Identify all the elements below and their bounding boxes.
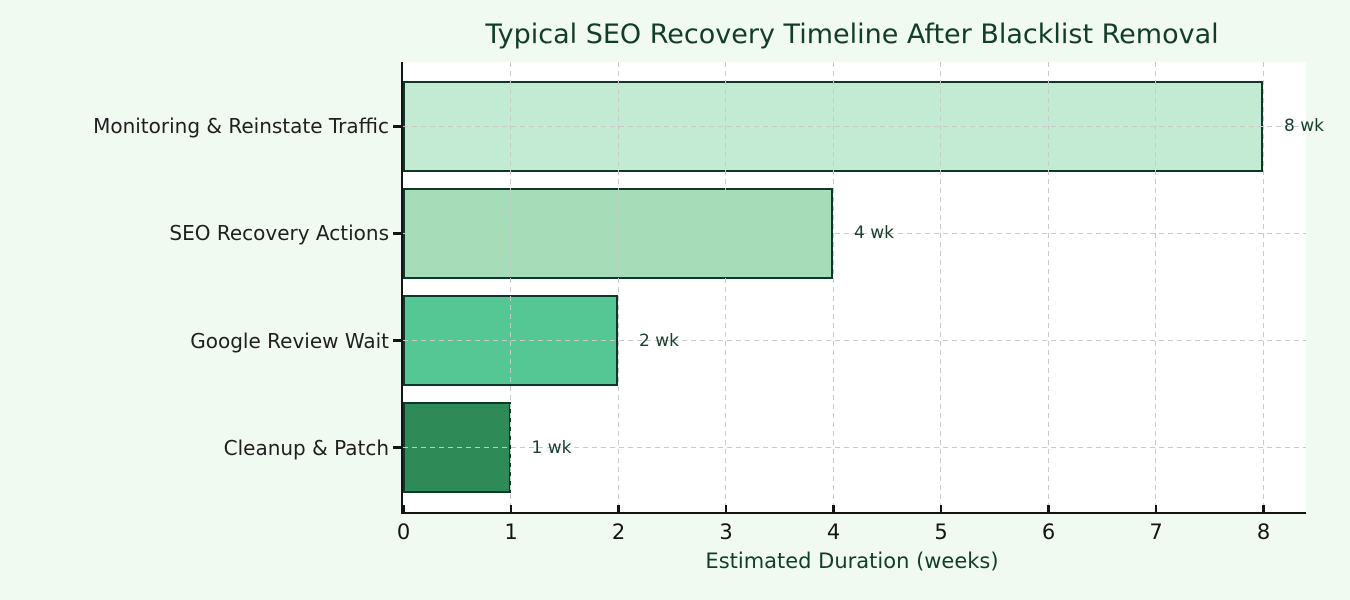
gridline-x: [1047, 62, 1049, 512]
x-axis-tick: [1047, 505, 1050, 512]
bar-value-label: 2 wk: [639, 330, 679, 351]
gridline-y: [403, 125, 1306, 127]
x-axis-tick: [1154, 505, 1158, 512]
gridline-x: [725, 62, 726, 512]
gridline-x: [510, 62, 511, 512]
x-axis-tick: [402, 505, 405, 512]
y-axis-tick: [393, 232, 401, 235]
x-tick-label: 7: [1149, 520, 1163, 544]
gridline-y: [403, 232, 1306, 234]
x-tick-label: 4: [826, 520, 841, 544]
x-tick-label: 2: [611, 520, 626, 544]
x-tick-label: 0: [396, 520, 411, 544]
x-tick-label: 1: [504, 520, 518, 544]
gridline-x: [940, 62, 941, 512]
x-axis-tick: [509, 505, 513, 512]
gridline-x: [832, 62, 834, 512]
x-axis-tick: [617, 505, 620, 512]
x-axis-label: Estimated Duration (weeks): [705, 549, 999, 573]
x-tick-label: 6: [1041, 520, 1056, 544]
bar-value-label: 8 wk: [1284, 116, 1324, 137]
bar-value-label: 4 wk: [854, 223, 894, 244]
x-tick-label: 5: [934, 520, 948, 544]
x-axis-tick: [939, 505, 943, 512]
x-tick-label: 3: [719, 520, 733, 544]
bar-value-label: 1 wk: [531, 437, 572, 458]
y-axis-tick: [393, 339, 401, 342]
plot-area: 8 wk 4 wk 2 wk 1 wk: [401, 62, 1324, 514]
x-tick-label: 8: [1256, 520, 1271, 544]
y-axis-tick: [393, 446, 401, 449]
y-axis-tick: [393, 125, 401, 128]
category-label: Google Review Wait: [190, 328, 389, 353]
x-axis-tick: [1262, 505, 1265, 512]
category-label: SEO Recovery Actions: [169, 221, 389, 246]
x-axis-tick: [832, 505, 835, 512]
gridline-y: [403, 340, 1306, 342]
gridline-x: [1262, 62, 1264, 512]
gridline-y: [403, 447, 1306, 449]
gridline-x: [1155, 62, 1156, 512]
x-axis-tick: [724, 505, 728, 512]
category-label: Monitoring & Reinstate Traffic: [93, 114, 389, 139]
chart-title: Typical SEO Recovery Timeline After Blac…: [485, 19, 1219, 50]
category-label: Cleanup & Patch: [223, 435, 389, 460]
gridline-x: [617, 62, 619, 512]
